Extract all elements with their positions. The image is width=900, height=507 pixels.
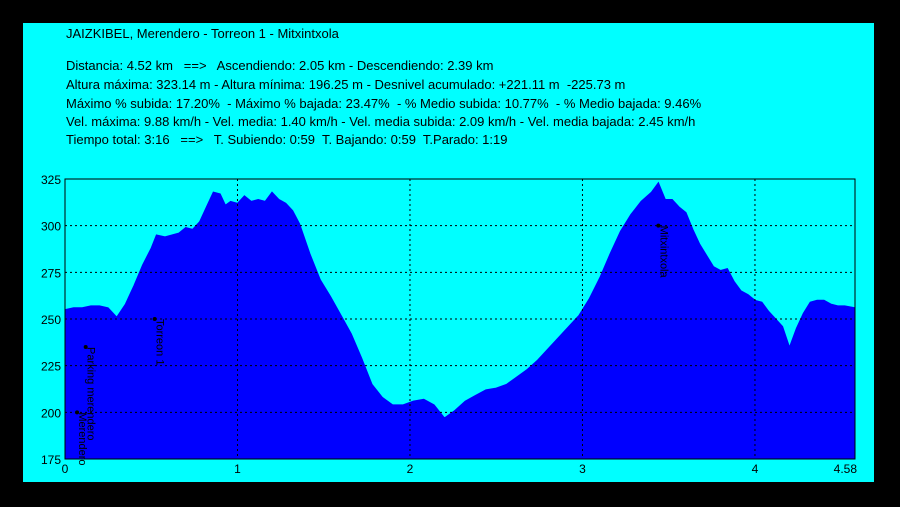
stats-altitude: Altura máxima: 323.14 m - Altura mínima:… bbox=[66, 77, 626, 92]
x-tick-label: 2 bbox=[407, 462, 414, 476]
y-tick-label: 325 bbox=[41, 173, 61, 187]
chart-title: JAIZKIBEL, Merendero - Torreon 1 - Mitxi… bbox=[66, 26, 339, 41]
stats-speed: Vel. máxima: 9.88 km/h - Vel. media: 1.4… bbox=[66, 114, 696, 129]
waypoint-marker bbox=[656, 223, 661, 228]
waypoint-marker bbox=[152, 317, 157, 321]
waypoint-label: Merendero bbox=[76, 412, 88, 465]
x-tick-label: 4 bbox=[752, 462, 759, 476]
y-tick-label: 175 bbox=[41, 453, 61, 467]
stats-time: Tiempo total: 3:16 ==> T. Subiendo: 0:59… bbox=[66, 132, 508, 147]
stats-distance: Distancia: 4.52 km ==> Ascendiendo: 2.05… bbox=[66, 58, 494, 73]
x-tick-label: 4.58 bbox=[834, 462, 858, 476]
waypoint-marker bbox=[83, 345, 88, 349]
y-tick-label: 250 bbox=[41, 313, 61, 327]
x-tick-label: 0 bbox=[62, 462, 69, 476]
y-tick-label: 275 bbox=[41, 266, 61, 280]
waypoint-label: Mitxintxola bbox=[657, 226, 669, 279]
y-tick-label: 200 bbox=[41, 406, 61, 420]
y-tick-label: 300 bbox=[41, 220, 61, 234]
x-tick-label: 3 bbox=[579, 462, 586, 476]
y-tick-label: 225 bbox=[41, 360, 61, 374]
x-tick-label: 1 bbox=[234, 462, 241, 476]
waypoint-label: Parking merendero bbox=[85, 347, 97, 441]
stats-slope: Máximo % subida: 17.20% - Máximo % bajad… bbox=[66, 96, 702, 111]
elevation-area bbox=[64, 181, 856, 460]
waypoint-marker bbox=[75, 410, 80, 415]
waypoint-label: Torreon 1 bbox=[154, 319, 166, 365]
plot-border bbox=[64, 178, 856, 460]
